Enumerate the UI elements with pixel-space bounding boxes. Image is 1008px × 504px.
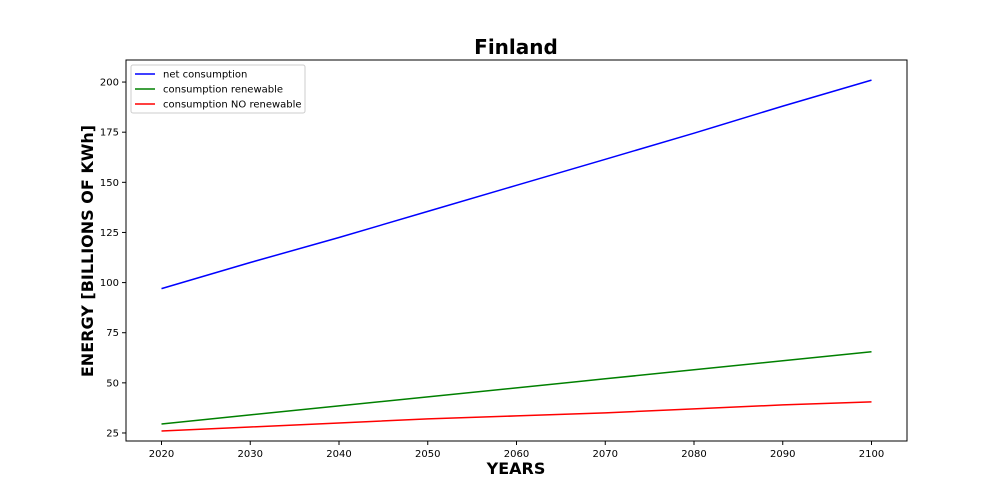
x-tick-label: 2030: [238, 449, 263, 460]
y-tick-label: 75: [106, 328, 119, 339]
x-tick-label: 2050: [415, 449, 440, 460]
y-tick-label: 125: [100, 228, 119, 239]
series-lines: [161, 79, 872, 432]
series-line-1: [161, 351, 872, 425]
x-tick-label: 2060: [504, 449, 529, 460]
x-tick-label: 2100: [859, 449, 884, 460]
x-tick-label: 2070: [593, 449, 618, 460]
y-tick-label: 175: [100, 128, 119, 139]
legend: net consumption consumption renewable cons…: [130, 64, 306, 114]
legend-label: consumption NO renewable: [163, 100, 302, 111]
series-line-2: [161, 401, 872, 432]
y-axis: 25 50 75 100 125 150 175 200: [100, 78, 126, 439]
y-tick-label: 200: [100, 78, 119, 89]
legend-label: net consumption: [163, 70, 247, 81]
x-tick-label: 2080: [681, 449, 706, 460]
y-tick-label: 150: [100, 178, 119, 189]
y-axis-title: ENERGY [BILLIONS OF KWh]: [78, 125, 97, 377]
plot-area: [125, 59, 908, 442]
chart-title: Finland: [474, 35, 558, 59]
x-tick-label: 2020: [149, 449, 174, 460]
x-tick-label: 2040: [326, 449, 351, 460]
y-tick-label: 100: [100, 278, 119, 289]
y-tick-label: 25: [106, 428, 119, 439]
legend-box: [130, 64, 306, 114]
x-axis: 2020 2030 2040 2050 2060 2070 2080 2090 2100: [149, 441, 884, 460]
x-tick-label: 2090: [770, 449, 795, 460]
plot-frame: [125, 59, 908, 442]
y-tick-label: 50: [106, 378, 119, 389]
x-axis-title: YEARS: [486, 459, 546, 478]
legend-label: consumption renewable: [163, 85, 283, 96]
series-line-0: [161, 79, 872, 290]
